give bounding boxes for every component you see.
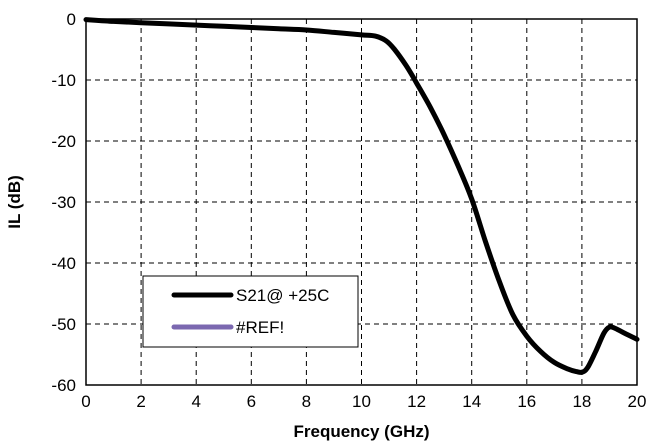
y-tick-label-0: 0	[67, 10, 76, 29]
x-tick-label-4: 4	[191, 392, 200, 411]
x-tick-label-14: 14	[462, 392, 481, 411]
y-tick-labels: 0 -10 -20 -30 -40 -50 -60	[51, 10, 76, 395]
x-tick-label-16: 16	[517, 392, 536, 411]
legend-label-ref: #REF!	[236, 318, 284, 337]
x-tick-label-8: 8	[302, 392, 311, 411]
legend-box	[142, 275, 359, 348]
plot-area-frame	[85, 18, 638, 386]
y-tick-label-neg50: -50	[51, 315, 76, 334]
x-tick-label-12: 12	[407, 392, 426, 411]
series-layer	[83, 17, 640, 375]
y-axis-title: IL (dB)	[5, 175, 24, 229]
y-tick-label-neg30: -30	[51, 193, 76, 212]
x-tick-label-20: 20	[628, 392, 647, 411]
x-tick-labels: 0 2 4 6 8 10 12 14 16 18 20	[81, 392, 646, 411]
series-line-0	[83, 17, 640, 375]
x-axis-title: Frequency (GHz)	[293, 422, 429, 441]
y-tick-label-neg60: -60	[51, 376, 76, 395]
x-tick-label-2: 2	[136, 392, 145, 411]
y-tick-label-neg10: -10	[51, 71, 76, 90]
x-tick-label-6: 6	[247, 392, 256, 411]
x-tick-label-0: 0	[81, 392, 90, 411]
y-tick-label-neg20: -20	[51, 132, 76, 151]
legend-label-s21: S21@ +25C	[236, 286, 329, 305]
y-tick-label-neg40: -40	[51, 254, 76, 273]
legend: S21@ +25C #REF!	[142, 275, 359, 348]
x-tick-label-10: 10	[352, 392, 371, 411]
x-tick-label-18: 18	[572, 392, 591, 411]
